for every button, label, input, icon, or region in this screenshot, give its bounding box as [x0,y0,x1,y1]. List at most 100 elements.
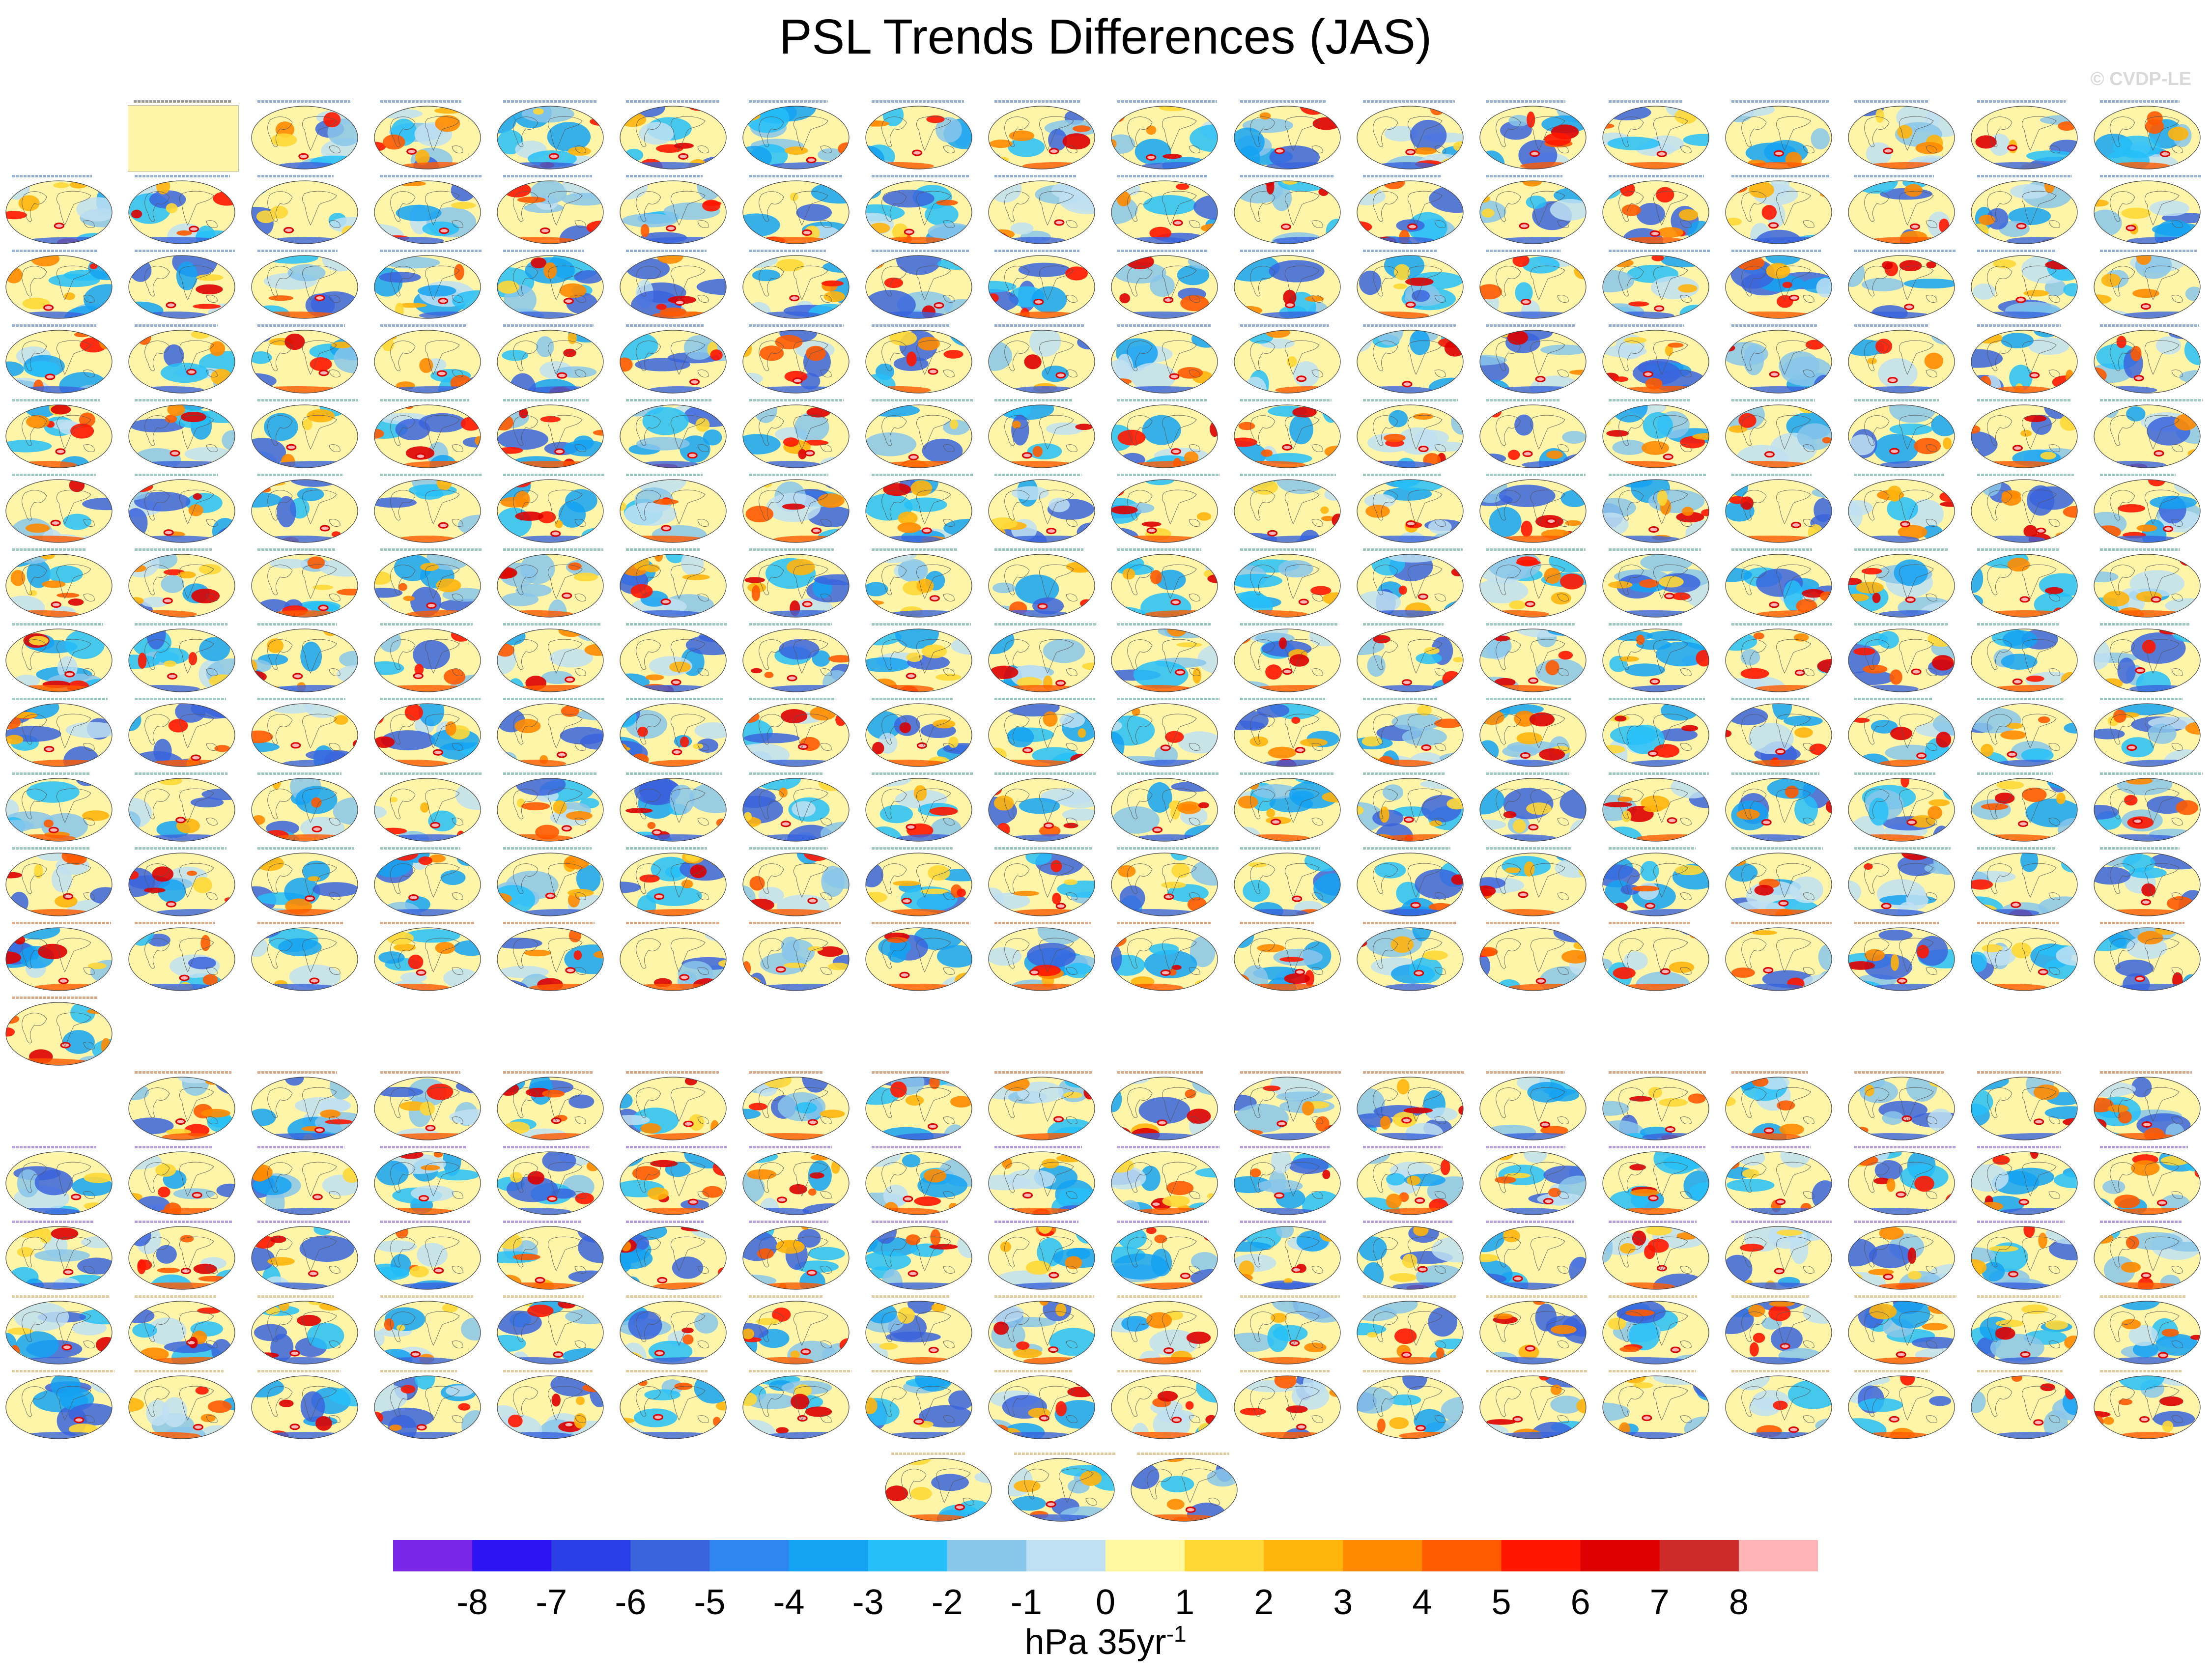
panel-title [503,175,592,177]
map-panel [865,98,976,172]
global-map [5,853,113,916]
panel-title [2100,1146,2188,1148]
panel-title [380,324,467,327]
map-panel [1725,621,1836,695]
global-map [1602,255,1709,319]
global-map [742,404,850,468]
global-map [865,853,972,916]
panel-title [1731,399,1815,401]
panel-title [1854,548,1949,551]
global-map [988,628,1095,692]
units-main: hPa 35yr [1024,1623,1166,1662]
map-panel [865,845,976,919]
global-map [1602,1077,1709,1140]
panel-title [872,623,971,626]
map-panel [865,173,976,247]
global-map [1479,180,1587,244]
global-map [885,1458,992,1522]
global-map [742,628,850,692]
panel-title [1486,100,1565,103]
panel-title [1977,698,2064,700]
map-panel [496,1293,607,1367]
panel-title [257,175,334,177]
panel-title [1854,922,1939,924]
map-panel [1847,322,1958,396]
map-panel [1233,1293,1344,1367]
global-map [1357,1375,1464,1439]
map-panel [1847,1368,1958,1442]
panel-title [749,1071,823,1074]
panel-title [994,698,1095,700]
panel-title [1486,175,1562,177]
global-map [374,778,481,842]
map-panel [1356,98,1467,172]
global-map [742,330,850,394]
global-map [1357,106,1464,170]
global-map [251,1375,358,1439]
global-map [1111,927,1218,991]
map-panel [1233,845,1344,919]
map-panel [1602,1368,1713,1442]
colorbar-tick-label: -2 [931,1583,963,1622]
map-panel [373,322,484,396]
global-map [865,778,972,842]
map-panel [1110,472,1221,545]
global-map [620,1077,727,1140]
global-map [1479,778,1587,842]
map-panel [1725,322,1836,396]
panel-title [994,1295,1094,1298]
panel-title [1854,175,1934,177]
map-panel [1110,696,1221,769]
global-map [1234,479,1341,543]
panel-title [12,997,98,999]
global-map [2094,106,2201,170]
map-panel [5,173,116,247]
panel-title [1240,324,1329,327]
global-map [1725,1226,1832,1290]
map-panel [2093,397,2204,471]
panel-title [749,1221,828,1223]
global-map [1111,1226,1218,1290]
map-panel [1970,173,2081,247]
panel-title [257,399,358,401]
map-panel [742,696,853,769]
panel-title [135,922,215,924]
panel-title [994,1071,1092,1074]
map-panel [1479,1293,1590,1367]
panel-title [1240,474,1336,476]
global-map [742,1301,850,1365]
panel-title [1363,847,1450,850]
global-map [865,1226,972,1290]
map-panel [251,1219,362,1292]
global-map [865,703,972,767]
global-map [128,479,235,543]
colorbar-swatch [1264,1540,1343,1571]
panel-title [1363,1146,1443,1148]
global-map [1848,1226,1955,1290]
map-panel [496,546,607,620]
panel-title [994,1370,1072,1372]
global-map [1357,479,1464,543]
map-panel [1356,248,1467,321]
global-map [620,703,727,767]
global-map [5,628,113,692]
map-panel [1479,845,1590,919]
panel-title [994,175,1076,177]
map-panel [988,1069,1099,1143]
panel-title [1731,100,1830,103]
map-panel [619,1069,730,1143]
panel-title [135,474,218,476]
map-panel [1970,1368,2081,1442]
panel-title [134,100,232,103]
panel-title [872,772,973,775]
panel-title [135,698,226,700]
panel-title [1854,1370,1929,1372]
panel-title [1240,175,1334,177]
global-map [1602,330,1709,394]
global-map [128,628,235,692]
map-panel [2093,322,2204,396]
map-panel [988,1368,1099,1442]
global-map [1234,1077,1341,1140]
map-panel [865,920,976,994]
global-map [1725,628,1832,692]
